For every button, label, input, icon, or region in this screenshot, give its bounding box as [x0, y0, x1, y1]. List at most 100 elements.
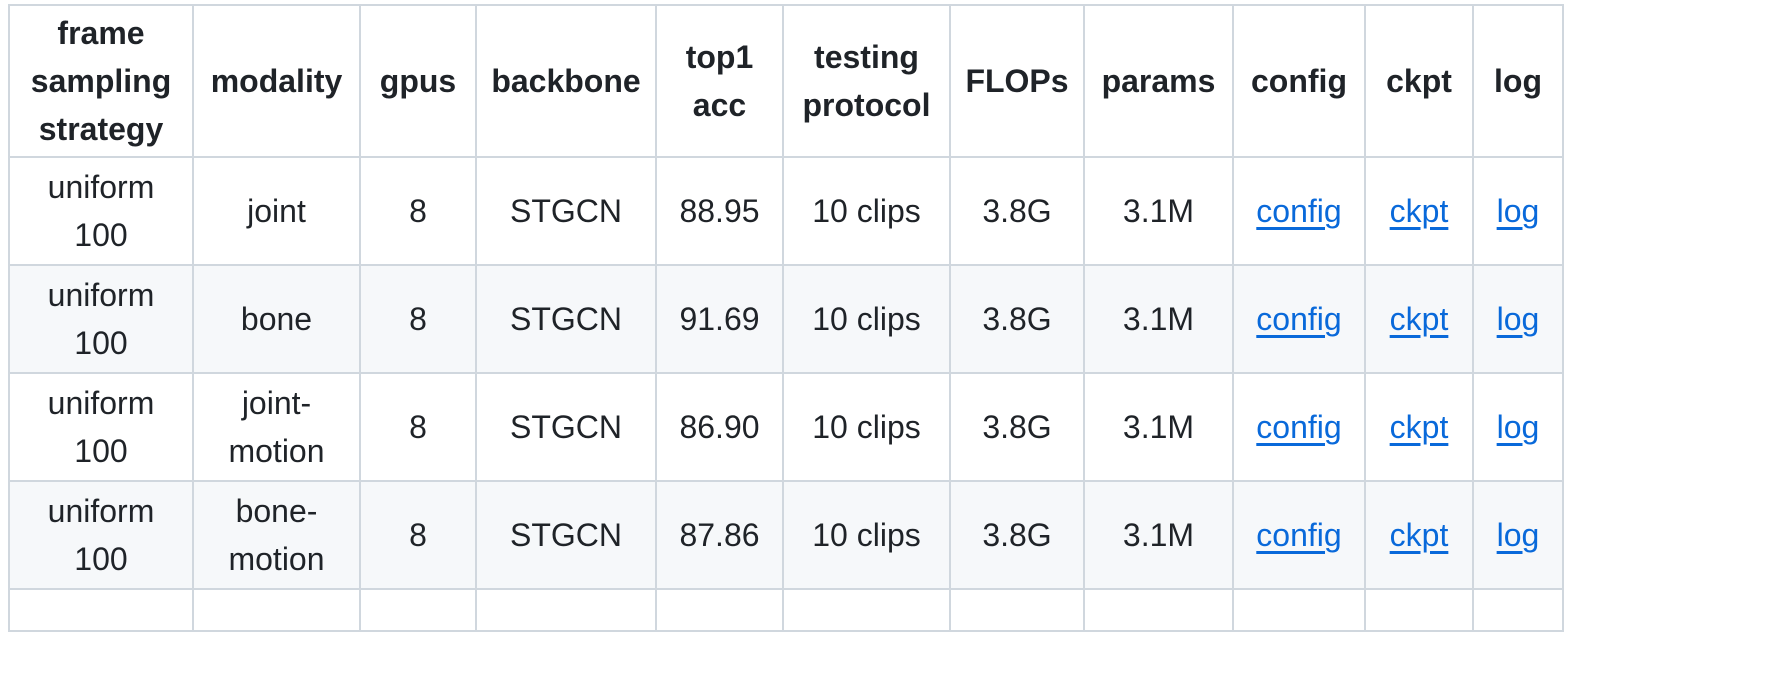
cell-params: 3.1M [1083, 480, 1234, 590]
cell-top1-acc: 86.90 [655, 372, 784, 482]
header-modality: modality [192, 4, 361, 158]
header-flops: FLOPs [949, 4, 1085, 158]
log-link[interactable]: log [1496, 301, 1540, 337]
table-row: uniform 100 bone- motion 8 STGCN 87.86 1… [8, 480, 1564, 590]
cell-backbone: STGCN [475, 480, 657, 590]
cell-empty [1232, 588, 1366, 632]
cell-line: uniform [47, 169, 155, 205]
log-link[interactable]: log [1496, 517, 1540, 553]
header-line: strategy [38, 111, 164, 147]
header-log: log [1472, 4, 1564, 158]
cell-config: config [1232, 156, 1366, 266]
header-line: sampling [30, 63, 172, 99]
cell-ckpt: ckpt [1364, 156, 1474, 266]
cell-frame-sampling-strategy: uniform 100 [8, 264, 194, 374]
header-params: params [1083, 4, 1234, 158]
cell-testing-protocol: 10 clips [782, 156, 951, 266]
ckpt-link[interactable]: ckpt [1389, 517, 1449, 553]
cell-ckpt: ckpt [1364, 372, 1474, 482]
cell-line: 100 [74, 325, 128, 361]
header-line: protocol [802, 87, 931, 123]
cell-line: uniform [47, 385, 155, 421]
cell-config: config [1232, 264, 1366, 374]
cell-line: 100 [74, 541, 128, 577]
cell-line: 100 [74, 433, 128, 469]
cell-gpus: 8 [359, 156, 477, 266]
cell-gpus: 8 [359, 372, 477, 482]
cell-frame-sampling-strategy: uniform 100 [8, 480, 194, 590]
cell-empty [8, 588, 194, 632]
cell-ckpt: ckpt [1364, 264, 1474, 374]
header-ckpt: ckpt [1364, 4, 1474, 158]
cell-line: 100 [74, 217, 128, 253]
header-line: FLOPs [965, 63, 1069, 99]
cell-empty [1472, 588, 1564, 632]
cell-empty [655, 588, 784, 632]
cell-empty [949, 588, 1085, 632]
cell-log: log [1472, 372, 1564, 482]
ckpt-link[interactable]: ckpt [1389, 193, 1449, 229]
header-line: frame [57, 15, 145, 51]
header-config: config [1232, 4, 1366, 158]
header-line: backbone [491, 63, 641, 99]
cell-empty [475, 588, 657, 632]
cell-backbone: STGCN [475, 156, 657, 266]
cell-modality: bone [192, 264, 361, 374]
header-line: modality [210, 63, 343, 99]
cell-config: config [1232, 480, 1366, 590]
cell-line: joint- [241, 385, 312, 421]
header-line: gpus [379, 63, 457, 99]
cell-backbone: STGCN [475, 264, 657, 374]
cell-empty [1083, 588, 1234, 632]
cell-line: bone [240, 301, 313, 337]
log-link[interactable]: log [1496, 409, 1540, 445]
cell-line: uniform [47, 277, 155, 313]
cell-ckpt: ckpt [1364, 480, 1474, 590]
table-row: uniform 100 bone 8 STGCN 91.69 10 clips … [8, 264, 1564, 374]
cell-modality: bone- motion [192, 480, 361, 590]
cell-log: log [1472, 156, 1564, 266]
cell-line: motion [228, 433, 325, 469]
cell-modality: joint- motion [192, 372, 361, 482]
log-link[interactable]: log [1496, 193, 1540, 229]
cell-frame-sampling-strategy: uniform 100 [8, 372, 194, 482]
header-gpus: gpus [359, 4, 477, 158]
table-row: uniform 100 joint 8 STGCN 88.95 10 clips… [8, 156, 1564, 266]
cell-top1-acc: 87.86 [655, 480, 784, 590]
ckpt-link[interactable]: ckpt [1389, 301, 1449, 337]
table-row: uniform 100 joint- motion 8 STGCN 86.90 … [8, 372, 1564, 482]
cell-flops: 3.8G [949, 264, 1085, 374]
header-line: params [1101, 63, 1216, 99]
cell-params: 3.1M [1083, 156, 1234, 266]
cell-empty [1364, 588, 1474, 632]
cell-testing-protocol: 10 clips [782, 480, 951, 590]
header-line: acc [692, 87, 747, 123]
cell-empty [359, 588, 477, 632]
header-testing-protocol: testing protocol [782, 4, 951, 158]
header-line: log [1494, 63, 1542, 99]
header-line: testing [814, 39, 919, 75]
cell-flops: 3.8G [949, 156, 1085, 266]
cell-empty [782, 588, 951, 632]
cell-line: bone- [235, 493, 318, 529]
cell-testing-protocol: 10 clips [782, 264, 951, 374]
config-link[interactable]: config [1256, 193, 1342, 229]
header-line: top1 [685, 39, 754, 75]
cell-config: config [1232, 372, 1366, 482]
header-backbone: backbone [475, 4, 657, 158]
cell-flops: 3.8G [949, 372, 1085, 482]
cell-testing-protocol: 10 clips [782, 372, 951, 482]
ckpt-link[interactable]: ckpt [1389, 409, 1449, 445]
header-frame-sampling-strategy: frame sampling strategy [8, 4, 194, 158]
config-link[interactable]: config [1256, 517, 1342, 553]
results-table: frame sampling strategy modality gpus ba… [8, 4, 1564, 632]
header-line: ckpt [1386, 63, 1452, 99]
cell-line: motion [228, 541, 325, 577]
config-link[interactable]: config [1256, 409, 1342, 445]
config-link[interactable]: config [1256, 301, 1342, 337]
cell-log: log [1472, 480, 1564, 590]
cell-log: log [1472, 264, 1564, 374]
cell-backbone: STGCN [475, 372, 657, 482]
cell-line: uniform [47, 493, 155, 529]
